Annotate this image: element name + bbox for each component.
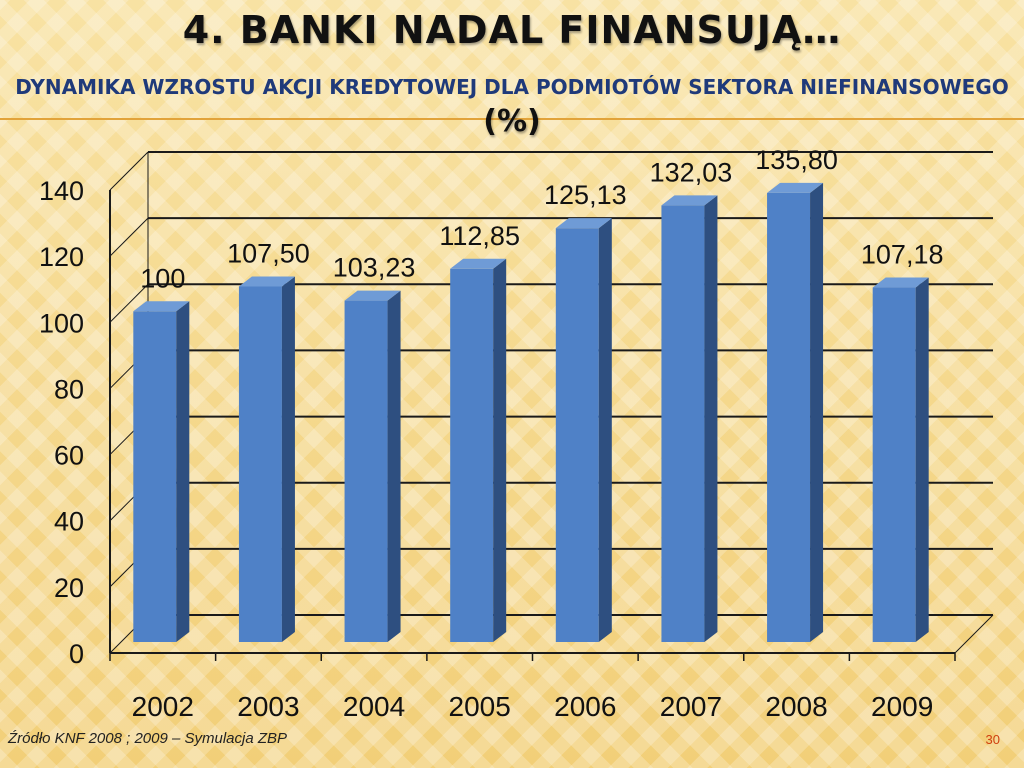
bar-side bbox=[493, 258, 507, 642]
data-label: 103,23 bbox=[333, 253, 416, 283]
bar bbox=[767, 192, 811, 642]
bar bbox=[450, 268, 494, 642]
y-tick-label: 0 bbox=[69, 639, 84, 669]
bar-side bbox=[810, 182, 824, 642]
bar-top bbox=[238, 276, 295, 287]
data-label: 132,03 bbox=[650, 157, 733, 187]
bar-side bbox=[598, 218, 612, 642]
y-tick-label: 40 bbox=[54, 507, 84, 537]
gridline-diagonal bbox=[109, 283, 149, 323]
data-label: 100 bbox=[140, 263, 185, 293]
data-label: 112,85 bbox=[439, 221, 520, 251]
data-label: 135,80 bbox=[755, 145, 838, 175]
data-label: 107,50 bbox=[227, 238, 310, 268]
bar-top bbox=[450, 258, 507, 269]
bar bbox=[344, 300, 388, 642]
bar bbox=[872, 287, 916, 642]
y-tick-label: 80 bbox=[54, 374, 84, 404]
x-tick-label: 2004 bbox=[343, 691, 405, 722]
bar-side bbox=[281, 276, 295, 642]
bar-side bbox=[915, 277, 929, 642]
bar-side bbox=[176, 301, 190, 642]
slide-title: 4. Banki nadal finansują… bbox=[182, 8, 842, 52]
x-tick-label: 2008 bbox=[765, 691, 827, 722]
bar bbox=[133, 311, 177, 642]
bar bbox=[661, 205, 705, 643]
x-tick-label: 2006 bbox=[554, 691, 616, 722]
source-note: Źródło KNF 2008 ; 2009 – Symulacja ZBP bbox=[8, 730, 288, 747]
bar-side bbox=[387, 290, 401, 642]
bar-top bbox=[767, 182, 824, 193]
x-tick-label: 2003 bbox=[237, 691, 299, 722]
y-tick-label: 20 bbox=[54, 573, 84, 603]
y-tick-label: 140 bbox=[39, 176, 84, 206]
gridline-diagonal bbox=[109, 151, 149, 191]
bar-top bbox=[661, 195, 718, 206]
gridline-diagonal bbox=[109, 217, 149, 257]
chart-unit: (%) bbox=[483, 104, 541, 139]
bar-top bbox=[133, 301, 190, 312]
bar-side bbox=[704, 195, 718, 643]
y-tick-label: 60 bbox=[54, 441, 84, 471]
title-divider bbox=[0, 118, 1024, 120]
y-tick-label: 120 bbox=[39, 242, 84, 272]
x-tick-label: 2002 bbox=[132, 691, 194, 722]
bar-top bbox=[555, 218, 612, 229]
chart-subtitle: Dynamika wzrostu akcji kredytowej dla po… bbox=[15, 75, 1009, 99]
bar-top bbox=[344, 290, 401, 301]
y-tick-label: 100 bbox=[39, 308, 84, 338]
bar bbox=[238, 286, 282, 642]
x-tick-label: 2005 bbox=[449, 691, 511, 722]
x-tick-label: 2007 bbox=[660, 691, 722, 722]
x-tick-label: 2009 bbox=[871, 691, 933, 722]
bar-top bbox=[872, 277, 929, 288]
data-label: 107,18 bbox=[861, 240, 944, 270]
data-label: 125,13 bbox=[544, 180, 627, 210]
x-axis-diagonal bbox=[954, 614, 994, 654]
bar bbox=[555, 228, 599, 642]
page-number: 30 bbox=[985, 732, 1000, 747]
